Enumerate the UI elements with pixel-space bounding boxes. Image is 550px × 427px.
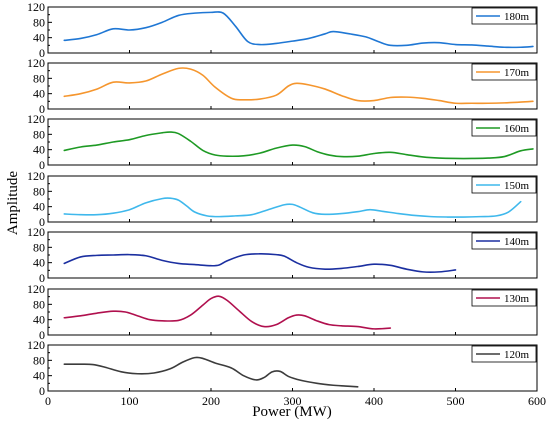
y-tick-label: 80: [33, 71, 45, 85]
panel-frame: [47, 344, 538, 392]
legend-label: 150m: [504, 180, 530, 192]
legend-150m: 150m: [471, 176, 537, 194]
x-tick-label: 400: [365, 394, 383, 408]
y-tick-label: 80: [33, 297, 45, 311]
y-tick-label: 120: [27, 56, 45, 70]
y-tick-label: 0: [39, 215, 45, 229]
y-tick-label: 40: [33, 200, 45, 214]
legend-box: [471, 7, 537, 25]
legend-box: [471, 232, 537, 250]
y-tick-label: 40: [33, 143, 45, 157]
series-line-180m: [63, 11, 534, 49]
legend-label: 120m: [504, 349, 530, 361]
y-tick-label: 40: [33, 87, 45, 101]
y-tick-label: 40: [33, 31, 45, 45]
y-tick-label: 120: [27, 282, 45, 296]
x-tick-label: 300: [284, 394, 302, 408]
x-axis-title: Power (MW): [252, 404, 332, 420]
legend-label: 160m: [504, 123, 530, 135]
y-tick-label: 120: [27, 0, 45, 14]
series-line-120m: [63, 356, 359, 388]
y-tick-label: 120: [27, 169, 45, 183]
series-line-130m: [63, 295, 392, 330]
y-tick-label: 80: [33, 184, 45, 198]
x-tick-label: 500: [447, 394, 465, 408]
y-tick-label: 40: [33, 256, 45, 270]
legend-label: 170m: [504, 67, 530, 79]
y-tick-label: 40: [33, 369, 45, 383]
legend-box: [471, 176, 537, 194]
legend-box: [471, 289, 537, 307]
panel-frame: [47, 175, 538, 223]
x-tick-label: 100: [121, 394, 139, 408]
y-tick-label: 0: [39, 384, 45, 398]
y-tick-label: 0: [39, 271, 45, 285]
x-axis: 0 100 200 300 400 500 600: [45, 394, 546, 408]
y-tick-label: 80: [33, 127, 45, 141]
y-tick-label: 120: [27, 225, 45, 239]
x-tick-label: 200: [202, 394, 220, 408]
panel-frame: [47, 62, 538, 110]
series-line-140m: [63, 253, 457, 273]
y-tick-label: 120: [27, 112, 45, 126]
legend-170m: 170m: [471, 63, 537, 81]
legend-box: [471, 345, 537, 363]
y-tick-label: 80: [33, 15, 45, 29]
y-tick-label: 0: [39, 158, 45, 172]
legend-130m: 130m: [471, 289, 537, 307]
legend-180m: 180m: [471, 7, 537, 25]
legend-label: 180m: [504, 11, 530, 23]
legend-box: [471, 119, 537, 137]
y-axis-title: Amplitude: [5, 171, 21, 236]
y-tick-label: 0: [39, 328, 45, 342]
x-tick-label: 600: [528, 394, 546, 408]
y-tick-label: 40: [33, 313, 45, 327]
series-line-150m: [63, 197, 522, 218]
legend-120m: 120m: [471, 345, 537, 363]
legend-160m: 160m: [471, 119, 537, 137]
y-tick-label: 80: [33, 240, 45, 254]
chart-panels: 04080120180m04080120170m04080120160m0408…: [27, 0, 538, 398]
y-tick-label: 120: [27, 338, 45, 352]
legend-box: [471, 63, 537, 81]
series-line-160m: [63, 131, 534, 160]
legend-140m: 140m: [471, 232, 537, 250]
legend-label: 130m: [504, 293, 530, 305]
series-line-170m: [63, 67, 534, 105]
y-tick-label: 0: [39, 102, 45, 116]
y-tick-label: 80: [33, 353, 45, 367]
legend-label: 140m: [504, 236, 530, 248]
x-tick-label: 0: [45, 394, 51, 408]
y-tick-label: 0: [39, 46, 45, 60]
